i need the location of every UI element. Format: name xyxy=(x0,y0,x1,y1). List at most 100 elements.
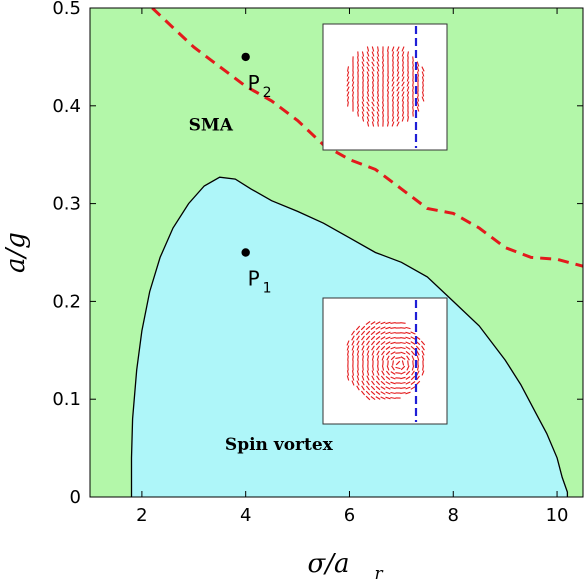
inset-arrow xyxy=(356,375,360,381)
inset-arrow xyxy=(361,350,365,356)
inset-arrow xyxy=(401,111,405,117)
inset-arrow xyxy=(391,76,395,82)
inset-arrow xyxy=(356,335,360,341)
inset-arrow xyxy=(391,46,395,52)
inset-arrow xyxy=(376,51,380,57)
vortex-inset-arrows xyxy=(346,320,426,401)
inset-arrow xyxy=(396,96,400,102)
inset-arrow xyxy=(401,71,405,77)
inset-arrow xyxy=(380,386,386,390)
inset-arrow xyxy=(416,365,420,371)
inset-arrow xyxy=(346,71,350,77)
inset-arrow xyxy=(401,46,405,52)
inset-arrow xyxy=(351,86,355,92)
vortex-inset xyxy=(322,297,448,425)
inset-arrow xyxy=(410,341,416,345)
inset-arrow xyxy=(381,355,385,361)
inset-arrow xyxy=(400,376,406,380)
inset-arrow xyxy=(407,360,409,366)
inset-arrow xyxy=(422,81,424,87)
inset-arrow xyxy=(422,365,424,371)
inset-arrow xyxy=(396,91,400,97)
sma-inset-arrows xyxy=(346,46,425,127)
y-tick-label: 0.2 xyxy=(52,291,81,312)
inset-arrow xyxy=(381,56,385,62)
x-tick-label: 4 xyxy=(240,505,251,526)
y-tick-label: 0 xyxy=(70,487,81,508)
inset-arrow xyxy=(361,335,365,341)
inset-arrow xyxy=(362,365,364,371)
inset-arrow xyxy=(416,370,420,376)
inset-arrow xyxy=(366,380,370,386)
inset-arrow xyxy=(357,56,359,62)
inset-arrow xyxy=(371,121,375,127)
inset-arrow xyxy=(366,71,370,77)
inset-arrow xyxy=(381,106,385,112)
inset-arrow xyxy=(371,345,375,351)
inset-arrow xyxy=(361,370,365,376)
inset-arrow xyxy=(421,355,425,361)
inset-arrow xyxy=(366,51,370,57)
inset-arrow xyxy=(395,357,401,359)
inset-arrow xyxy=(346,81,350,87)
inset-arrow xyxy=(420,340,426,346)
inset-arrow xyxy=(361,66,365,72)
inset-arrow xyxy=(396,86,400,92)
inset-arrow xyxy=(400,351,406,355)
inset-arrow xyxy=(416,106,420,112)
inset-arrow xyxy=(396,121,400,127)
inset-arrow xyxy=(361,56,365,62)
inset-arrow xyxy=(396,106,400,112)
point-label-sub-p1: 1 xyxy=(263,281,272,297)
inset-arrow xyxy=(351,330,355,336)
inset-arrow xyxy=(406,76,410,82)
inset-arrow xyxy=(400,346,406,350)
sma-boundary-dashed-line xyxy=(151,8,583,268)
inset-arrow xyxy=(371,96,375,102)
inset-arrow xyxy=(382,51,384,57)
plot-frame xyxy=(89,7,584,498)
inset-arrow xyxy=(376,91,380,97)
inset-arrow xyxy=(416,101,420,107)
inset-arrow xyxy=(407,51,409,57)
inset-arrow xyxy=(385,381,391,385)
inset-arrow xyxy=(385,346,391,350)
inset-arrow xyxy=(366,350,370,356)
inset-arrow xyxy=(396,111,400,117)
region-label-spin-vortex: Spin vortex xyxy=(225,435,334,455)
inset-arrow xyxy=(352,355,354,361)
inset-arrow xyxy=(410,381,416,385)
inset-arrow xyxy=(400,337,406,339)
inset-arrow xyxy=(380,375,386,381)
inset-arrow xyxy=(391,51,395,57)
inset-arrow xyxy=(400,332,406,334)
inset-arrow xyxy=(375,331,381,335)
inset-arrow xyxy=(402,61,404,67)
inset-arrow xyxy=(352,96,354,102)
inset-arrow xyxy=(347,355,349,361)
inset-arrow xyxy=(396,56,400,62)
inset-arrow xyxy=(391,86,395,92)
inset-arrow xyxy=(405,376,411,380)
insets-layer xyxy=(322,23,448,425)
inset-arrow xyxy=(346,86,350,92)
inset-arrow xyxy=(421,370,425,376)
inset-arrow xyxy=(401,86,405,92)
inset-arrow xyxy=(416,61,420,67)
inset-arrow xyxy=(366,56,370,62)
inset-arrow xyxy=(366,96,370,102)
inset-arrow xyxy=(351,380,355,386)
inset-arrow xyxy=(407,71,409,77)
inset-arrow xyxy=(375,326,381,330)
inset-arrow xyxy=(412,56,414,62)
x-axis-label-sub: r xyxy=(375,564,384,584)
inset-arrow xyxy=(362,91,364,97)
inset-arrow xyxy=(376,71,380,77)
inset-arrow xyxy=(421,76,425,82)
vortex-inset-frame xyxy=(322,297,448,425)
inset-arrow xyxy=(406,91,410,97)
inset-arrow xyxy=(351,370,355,376)
sma-inset xyxy=(322,23,448,151)
inset-arrow xyxy=(371,81,375,87)
